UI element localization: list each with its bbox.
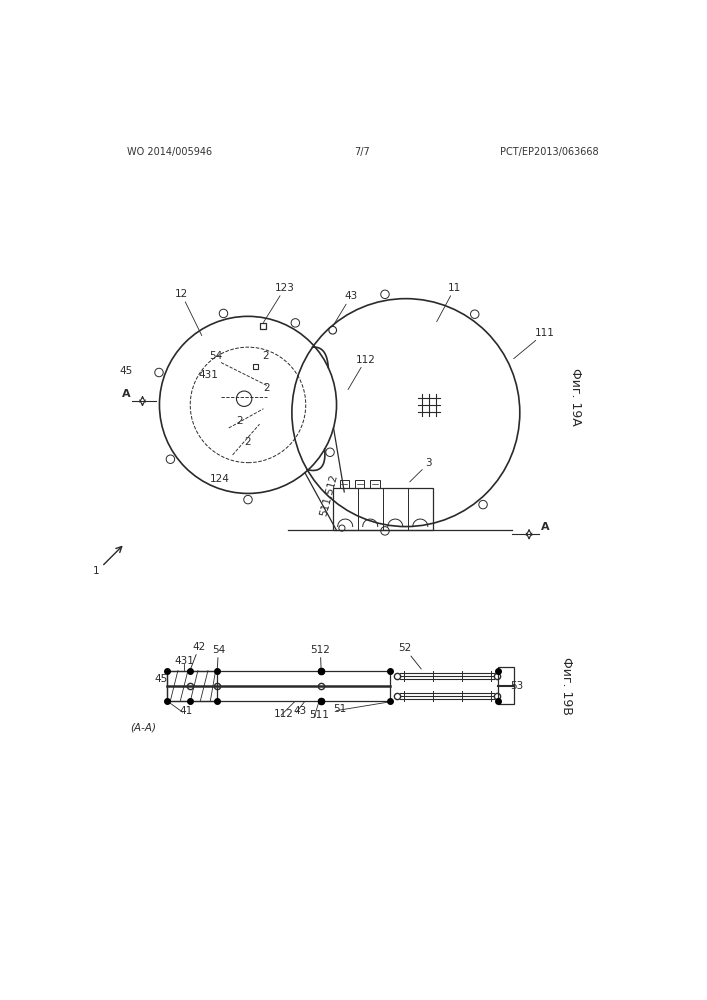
Text: A: A (122, 389, 130, 399)
Text: 124: 124 (209, 474, 229, 484)
Text: Фиг. 19A: Фиг. 19A (569, 368, 582, 426)
Text: 2: 2 (264, 383, 270, 393)
Bar (167, 671, 390, 701)
Text: 431: 431 (175, 656, 194, 666)
Text: A: A (541, 522, 549, 532)
Text: 41: 41 (180, 706, 193, 716)
Text: WO 2014/005946: WO 2014/005946 (127, 147, 212, 157)
Bar (333, 488, 433, 530)
Text: 52: 52 (398, 643, 421, 669)
Text: 1: 1 (93, 566, 99, 576)
Text: 112: 112 (348, 355, 375, 389)
Text: 2: 2 (236, 416, 243, 426)
Text: (A-A): (A-A) (130, 723, 156, 733)
Text: 111: 111 (514, 328, 555, 359)
Text: 45: 45 (155, 674, 168, 684)
Bar (167, 671, 217, 701)
Text: 43: 43 (333, 291, 358, 326)
Bar (498, 667, 514, 704)
Bar (253, 364, 258, 369)
Text: 12: 12 (175, 289, 201, 336)
Text: 3: 3 (409, 458, 432, 482)
Text: 511,512: 511,512 (319, 473, 339, 517)
Text: 123: 123 (264, 283, 295, 323)
Text: 45: 45 (119, 366, 133, 376)
Text: 42: 42 (190, 642, 206, 670)
Bar (370, 480, 380, 488)
Bar (355, 480, 364, 488)
Text: 54: 54 (209, 351, 223, 361)
Text: 43: 43 (293, 706, 307, 716)
Text: 112: 112 (274, 709, 293, 719)
Text: 512: 512 (310, 645, 330, 670)
Text: PCT/EP2013/063668: PCT/EP2013/063668 (500, 147, 598, 157)
Bar (260, 323, 267, 329)
Bar (339, 480, 349, 488)
Text: 11: 11 (437, 283, 462, 322)
Text: 2: 2 (244, 437, 251, 447)
Text: 7/7: 7/7 (354, 147, 370, 157)
Text: 511: 511 (310, 710, 329, 720)
Text: 51: 51 (333, 704, 346, 714)
Text: 54: 54 (212, 645, 225, 671)
Text: Фиг. 19B: Фиг. 19B (560, 657, 573, 715)
Text: 431: 431 (198, 370, 218, 380)
Text: 53: 53 (510, 681, 523, 691)
Text: 2: 2 (262, 351, 269, 361)
